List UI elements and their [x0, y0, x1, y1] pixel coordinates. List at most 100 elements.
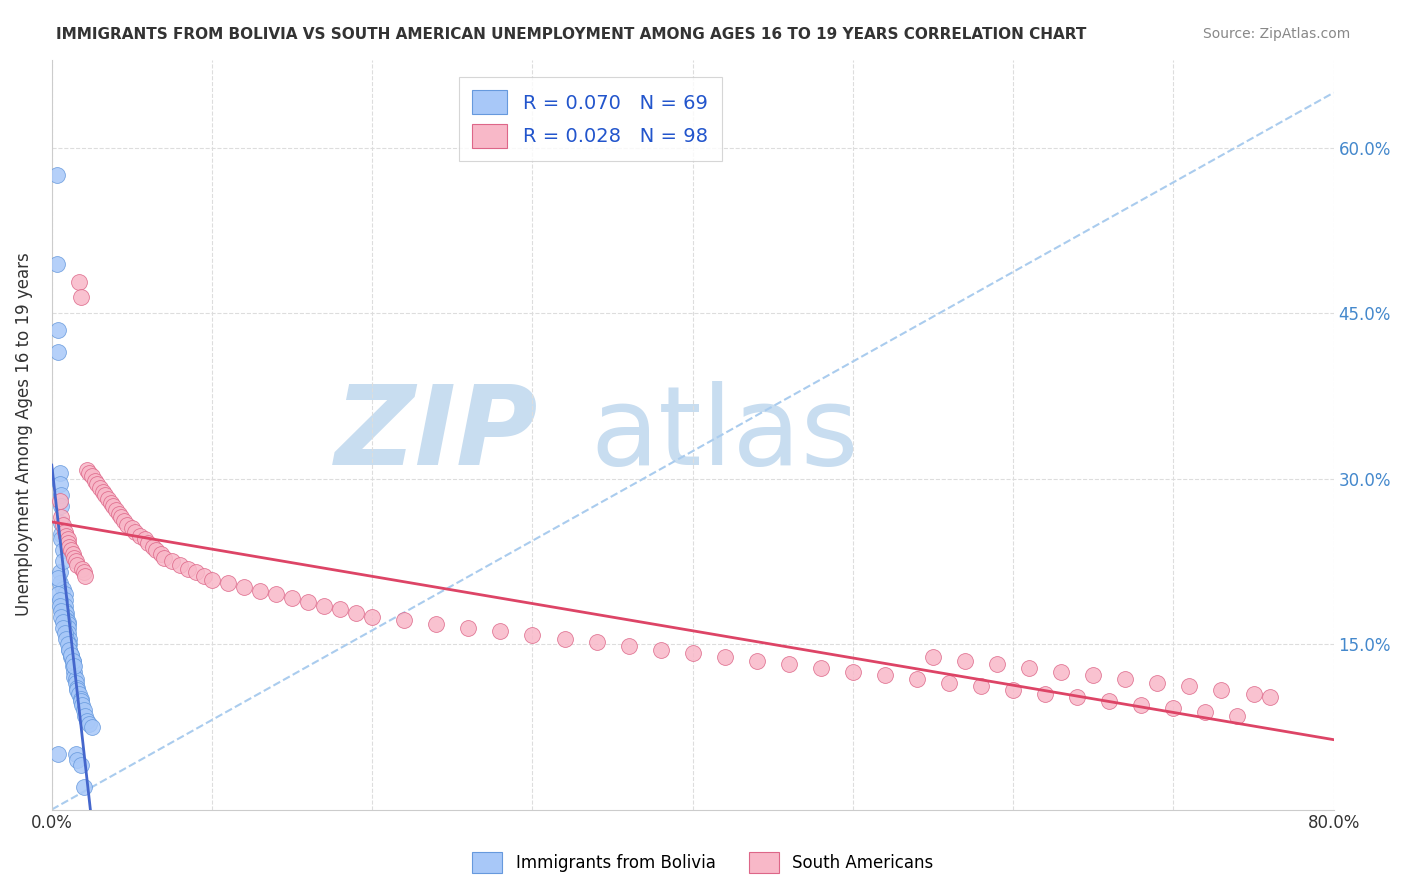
Point [77, 716, 100, 731]
Point [249, 584, 271, 599]
Text: ZIP: ZIP [336, 381, 538, 488]
Point [585, 635, 607, 649]
Point [52, 621, 75, 635]
Point [112, 514, 135, 528]
Point [62, 654, 84, 668]
Point [59, 648, 82, 662]
Point [905, 673, 928, 687]
Point [51, 533, 73, 547]
Point [104, 502, 127, 516]
Point [124, 524, 146, 539]
Point [1050, 665, 1073, 679]
Point [62, 654, 84, 668]
Point [922, 650, 945, 665]
Point [953, 654, 976, 668]
Point [65, 673, 87, 687]
Point [810, 661, 832, 675]
Point [67, 276, 90, 290]
Point [329, 602, 352, 616]
Point [873, 668, 896, 682]
Point [80, 720, 103, 734]
Point [69, 290, 91, 304]
Point [63, 670, 86, 684]
Point [56, 637, 79, 651]
Point [55, 613, 77, 627]
Point [986, 657, 1008, 671]
Point [56, 615, 79, 629]
Point [65, 554, 87, 568]
Point [142, 540, 165, 554]
Point [66, 558, 89, 572]
Point [53, 587, 76, 601]
Point [121, 521, 143, 535]
Point [63, 551, 86, 566]
Point [55, 606, 77, 620]
Point [1243, 687, 1265, 701]
Point [1066, 690, 1088, 704]
Point [46, 344, 69, 359]
Point [66, 683, 89, 698]
Point [394, 613, 416, 627]
Point [134, 533, 156, 547]
Point [153, 551, 176, 566]
Point [53, 626, 76, 640]
Point [184, 566, 207, 580]
Point [193, 568, 215, 582]
Point [281, 591, 304, 605]
Point [67, 687, 90, 701]
Y-axis label: Unemployment Among Ages 16 to 19 years: Unemployment Among Ages 16 to 19 years [15, 252, 32, 616]
Point [1211, 683, 1233, 698]
Point [59, 650, 82, 665]
Point [128, 529, 150, 543]
Point [682, 646, 704, 660]
Point [46, 571, 69, 585]
Point [58, 642, 80, 657]
Point [1083, 668, 1105, 682]
Point [46, 323, 69, 337]
Point [53, 599, 76, 613]
Point [110, 510, 132, 524]
Point [264, 587, 287, 601]
Point [75, 568, 97, 582]
Point [58, 540, 80, 554]
Point [938, 675, 960, 690]
Point [650, 642, 672, 657]
Point [1114, 673, 1136, 687]
Point [69, 758, 91, 772]
Point [100, 496, 122, 510]
Point [51, 516, 73, 530]
Point [344, 606, 367, 620]
Point [59, 543, 82, 558]
Point [62, 547, 84, 561]
Point [1163, 701, 1185, 715]
Point [58, 642, 80, 657]
Point [52, 543, 75, 558]
Point [75, 708, 97, 723]
Point [77, 466, 100, 480]
Legend: R = 0.070   N = 69, R = 0.028   N = 98: R = 0.070 N = 69, R = 0.028 N = 98 [458, 77, 721, 161]
Point [553, 632, 575, 646]
Point [97, 491, 120, 506]
Legend: Immigrants from Bolivia, South Americans: Immigrants from Bolivia, South Americans [465, 846, 941, 880]
Point [65, 747, 87, 762]
Point [233, 580, 256, 594]
Point [115, 518, 138, 533]
Point [46, 587, 69, 601]
Point [63, 659, 86, 673]
Point [149, 547, 172, 561]
Point [1033, 687, 1056, 701]
Point [51, 526, 73, 541]
Point [45, 169, 67, 183]
Point [70, 562, 93, 576]
Point [70, 698, 93, 712]
Point [55, 529, 77, 543]
Text: atlas: atlas [591, 381, 859, 488]
Point [53, 604, 76, 618]
Point [66, 753, 89, 767]
Point [63, 665, 86, 679]
Point [297, 595, 319, 609]
Point [56, 626, 79, 640]
Point [76, 463, 98, 477]
Point [53, 524, 76, 539]
Point [1226, 708, 1249, 723]
